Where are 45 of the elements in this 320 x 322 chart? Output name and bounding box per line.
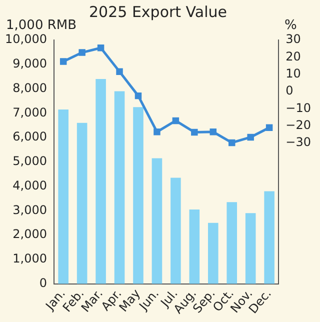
y2-tick-label: 20	[286, 49, 301, 64]
y-tick-label: 1,000	[12, 252, 47, 266]
y-tick-label: 7,000	[12, 105, 47, 120]
bar	[245, 213, 256, 284]
bar	[96, 79, 106, 284]
y2-tick-label: 0	[286, 84, 294, 98]
bar	[58, 110, 68, 284]
y-tick-label: 4,000	[12, 178, 47, 192]
bar	[189, 209, 200, 284]
y2-tick-label: −30	[286, 135, 312, 150]
y-tick-label: 8,000	[12, 80, 47, 95]
y2-tick-label: −10	[286, 100, 312, 115]
bar	[208, 222, 218, 284]
point	[228, 139, 236, 146]
bar	[114, 91, 125, 284]
bar	[264, 191, 274, 284]
y2-tick-label: 10	[286, 66, 301, 80]
y-tick-label: 3,000	[12, 202, 47, 217]
bar	[152, 158, 162, 284]
point	[154, 128, 160, 136]
y-tick-label: 10,000	[4, 32, 47, 46]
point	[210, 128, 217, 136]
y-tick-label: 2,000	[12, 227, 47, 242]
point	[247, 134, 254, 141]
point	[116, 68, 123, 75]
bar	[170, 178, 181, 284]
chart-title: 2025 Export Value	[88, 2, 228, 21]
y-tick-label: 6,000	[12, 130, 47, 144]
y2-axis-title: %	[284, 18, 297, 33]
point	[97, 44, 104, 52]
bar	[133, 107, 144, 284]
y2-tick-label: −20	[286, 118, 312, 132]
point	[266, 124, 273, 131]
y-tick-label: 9,000	[12, 56, 47, 71]
y-axis-title: 1,000 RMB	[6, 18, 77, 33]
point	[172, 117, 180, 124]
point	[78, 49, 86, 56]
y2-tick-label: 30	[286, 32, 301, 46]
bar	[76, 122, 88, 284]
point	[191, 128, 198, 136]
y-tick-label: 5,000	[12, 154, 47, 168]
point	[134, 92, 142, 100]
bar	[226, 202, 238, 284]
point	[60, 58, 67, 65]
y-tick-label: 0	[39, 276, 47, 290]
